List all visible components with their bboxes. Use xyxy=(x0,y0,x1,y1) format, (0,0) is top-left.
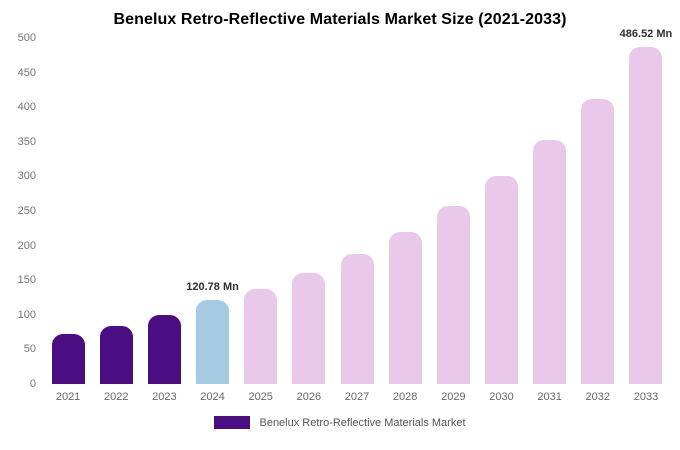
y-axis: 0 50 100 150 200 250 300 350 400 450 500 xyxy=(10,32,38,390)
x-axis-tick: 2026 xyxy=(296,391,322,403)
bar-column xyxy=(381,38,429,384)
bar-column xyxy=(477,38,525,384)
bar-2032 xyxy=(581,98,615,384)
bar-column xyxy=(44,38,92,384)
x-axis: 2021 2022 2023 2024 2025 2026 2027 2028 2029 2030… xyxy=(44,391,670,403)
plot-area: 120.78 Mn 486.52 Mn xyxy=(44,28,672,384)
bar-column: 120.78 Mn xyxy=(186,38,239,384)
x-axis-tick: 2022 xyxy=(103,391,129,403)
y-axis-tick: 450 xyxy=(17,66,36,79)
bar-2028 xyxy=(388,231,422,384)
chart-title: Benelux Retro-Reflective Materials Marke… xyxy=(113,11,567,28)
x-axis-tick: 2021 xyxy=(55,391,81,403)
bar-column xyxy=(237,38,285,384)
y-axis-tick: 150 xyxy=(17,274,36,287)
bar-column xyxy=(285,38,333,384)
bar-column xyxy=(92,38,140,384)
x-axis-tick: 2029 xyxy=(441,391,466,403)
bar-2031 xyxy=(533,140,567,384)
bar-column xyxy=(429,38,477,384)
x-axis-tick: 2024 xyxy=(200,391,225,403)
x-axis-tick: 2025 xyxy=(248,391,273,403)
bar-2021 xyxy=(51,334,85,384)
x-axis-tick: 2027 xyxy=(344,391,370,403)
bar-2029 xyxy=(436,206,470,384)
legend-swatch xyxy=(214,416,251,429)
x-axis-tick: 2031 xyxy=(537,391,562,403)
bar-column xyxy=(574,38,622,384)
bar-value-label: 120.78 Mn xyxy=(186,281,239,294)
x-axis-tick: 2023 xyxy=(152,391,177,403)
y-axis-tick: 500 xyxy=(17,32,36,44)
x-axis-tick: 2033 xyxy=(633,391,659,403)
bar-column xyxy=(526,38,574,384)
bar-2025 xyxy=(244,289,278,384)
bar-2026 xyxy=(292,273,326,384)
chart-area: 0 50 100 150 200 250 300 350 400 450 500 120.78 Mn… xyxy=(10,28,673,403)
bar-value-label: 486.52 Mn xyxy=(619,28,673,41)
bar-column xyxy=(140,38,188,384)
legend-label: Benelux Retro-Reflective Materials Marke… xyxy=(259,416,466,429)
y-axis-tick: 50 xyxy=(23,343,36,356)
y-axis-tick: 400 xyxy=(17,101,36,114)
y-axis-tick: 250 xyxy=(17,205,36,217)
bar-column xyxy=(333,38,381,384)
y-axis-tick: 0 xyxy=(29,378,36,390)
bar-column: 486.52 Mn xyxy=(620,28,672,384)
bar-2024 xyxy=(196,300,230,384)
bar-2027 xyxy=(340,253,374,384)
x-axis-tick: 2028 xyxy=(392,391,418,403)
bar-2023 xyxy=(147,314,181,384)
y-axis-tick: 200 xyxy=(17,239,36,252)
x-axis-tick: 2030 xyxy=(489,391,514,403)
legend: Benelux Retro-Reflective Materials Marke… xyxy=(0,416,680,429)
y-axis-tick: 100 xyxy=(17,308,36,321)
bar-2030 xyxy=(484,175,518,384)
y-axis-tick: 300 xyxy=(17,170,36,183)
bar-2033 xyxy=(629,47,663,384)
y-axis-tick: 350 xyxy=(17,135,36,148)
bar-2022 xyxy=(99,325,133,384)
x-axis-tick: 2032 xyxy=(585,391,611,403)
